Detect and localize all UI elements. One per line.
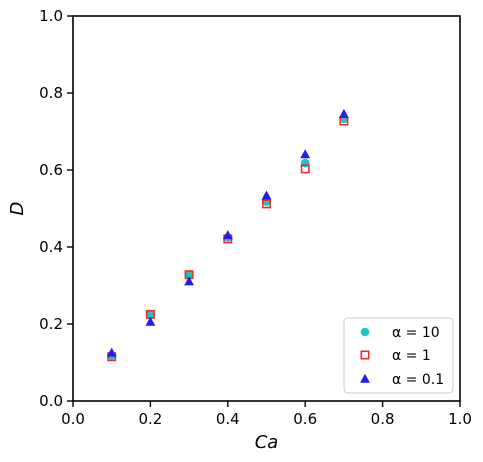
data-point [184,270,194,280]
data-point [222,230,233,240]
axis-ticks: 0.0 0.2 0.4 0.6 0.8 1.0 0.0 0.2 0.4 0.6 0.8 1.0 [39,7,472,428]
y-tick-label: 0.2 [39,315,63,333]
legend-marker [360,327,370,337]
x-tick-label: 0.6 [293,410,317,428]
legend-marker [360,350,370,360]
legend-entry: α = 10 [360,325,440,341]
data-point [146,310,155,319]
x-tick-label: 1.0 [448,410,472,428]
series-points [106,108,349,357]
data-point [338,108,349,118]
legend-entry: α = 0.1 [360,372,444,388]
x-tick-label: 0.2 [138,410,162,428]
y-tick-label: 0.0 [39,392,63,410]
data-point [184,276,195,286]
data-point [106,347,117,357]
legend-items: α = 10 α = 1 α = 0.1 [360,325,444,388]
legend-box [343,317,454,394]
data-point [261,190,272,200]
data-marks [106,108,349,362]
y-tick-label: 0.8 [39,84,63,102]
x-tick-label: 0.0 [61,410,85,428]
y-tick-label: 0.4 [39,238,63,256]
y-axis-label: D [7,202,28,216]
legend-entry: α = 1 [360,348,431,364]
legend-marker [360,373,370,383]
data-point [300,149,311,159]
x-axis-label: Ca [255,432,279,453]
data-point [145,316,156,326]
legend: α = 10 α = 1 α = 0.1 [343,317,454,394]
legend-label: α = 0.1 [392,372,444,388]
legend-label: α = 10 [392,325,440,341]
data-point [261,199,271,209]
y-tick-label: 0.6 [39,161,63,179]
plot-frame [72,15,461,402]
legend-label: α = 1 [392,348,431,364]
data-point [300,164,310,174]
series-points [107,116,349,362]
x-tick-label: 0.8 [371,410,395,428]
y-tick-label: 1.0 [39,7,63,25]
x-tick-label: 0.4 [216,410,240,428]
